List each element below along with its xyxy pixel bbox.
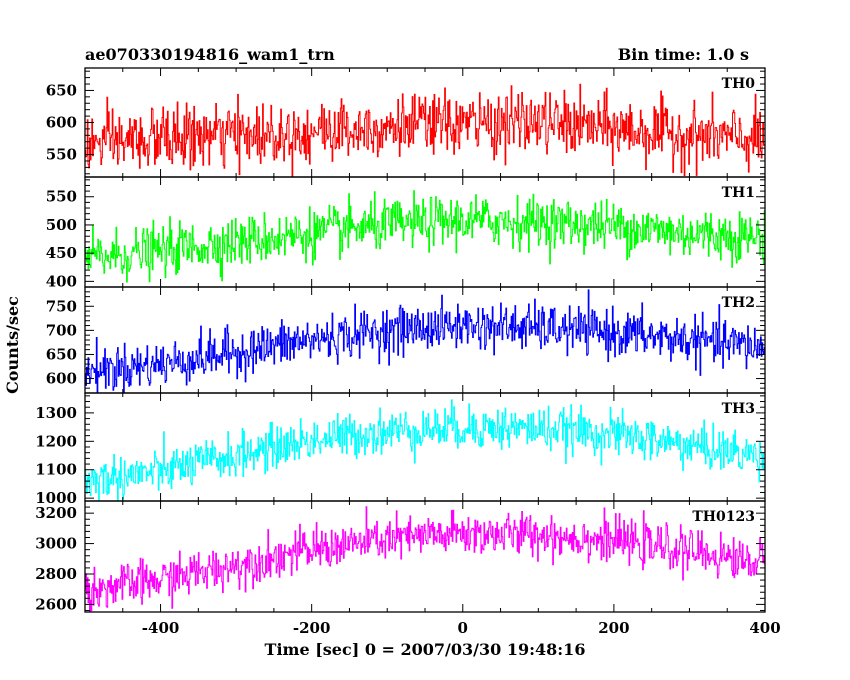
y-tick-label: 1300 [35, 404, 77, 422]
y-tick-label: 700 [46, 321, 77, 339]
y-tick-label: 1200 [35, 432, 77, 450]
series-line-th0 [85, 83, 765, 177]
panel-frame [84, 500, 766, 613]
chart-title: ae070330194816_wam1_trn [85, 45, 335, 64]
y-tick-label: 650 [46, 81, 77, 99]
panel-label-th0123: TH0123 [692, 509, 755, 525]
y-tick-label: 1000 [35, 489, 77, 507]
panel-frame [84, 392, 766, 502]
y-tick-label: 600 [46, 370, 77, 388]
panel-th2: 600 650 700 750 TH2 [46, 286, 766, 394]
panel-label-th2: TH2 [722, 295, 755, 311]
y-tick-label: 550 [46, 188, 77, 206]
panel-label-th1: TH1 [722, 185, 755, 201]
panel-label-th0: TH0 [722, 76, 756, 92]
y-tick-label: 750 [46, 297, 77, 315]
bin-time-label: Bin time: 1.0 s [618, 45, 749, 64]
y-tick-label: 400 [46, 272, 77, 290]
x-tick-label: 400 [749, 619, 780, 637]
y-tick-label: 3200 [35, 504, 77, 522]
panel-label-th3: TH3 [722, 401, 755, 417]
panel-th3: 1000 1100 1200 1300 TH3 [35, 392, 766, 507]
x-tick-label: -400 [142, 619, 180, 637]
y-tick-label: 1100 [35, 461, 77, 479]
x-tick-label: -200 [293, 619, 331, 637]
x-axis: -400 -200 0 200 400 [142, 619, 781, 637]
y-tick-label: 450 [46, 244, 77, 262]
panel-th0123: 2600 2800 3000 3200 TH0123 [35, 500, 766, 613]
series-line-th0123 [85, 506, 765, 612]
x-tick-label: 0 [458, 619, 468, 637]
x-tick-label: 200 [598, 619, 629, 637]
series-line-th2 [85, 289, 765, 393]
panels-group: 550 600 650 TH0 400 450 500 550 TH1 600 650 700 750 T… [35, 67, 766, 613]
panel-th1: 400 450 500 550 TH1 [46, 176, 766, 290]
y-tick-label: 3000 [35, 535, 77, 553]
y-tick-label: 650 [46, 345, 77, 363]
panel-th0: 550 600 650 TH0 [46, 67, 766, 178]
y-tick-label: 600 [46, 114, 77, 132]
y-tick-label: 2600 [35, 595, 77, 613]
series-line-th1 [85, 190, 765, 283]
y-tick-label: 500 [46, 216, 77, 234]
series-line-th3 [85, 399, 765, 501]
y-axis-label: Counts/sec [3, 296, 22, 394]
y-tick-label: 550 [46, 146, 77, 164]
x-axis-label: Time [sec] 0 = 2007/03/30 19:48:16 [265, 640, 586, 659]
y-tick-label: 2800 [35, 565, 77, 583]
